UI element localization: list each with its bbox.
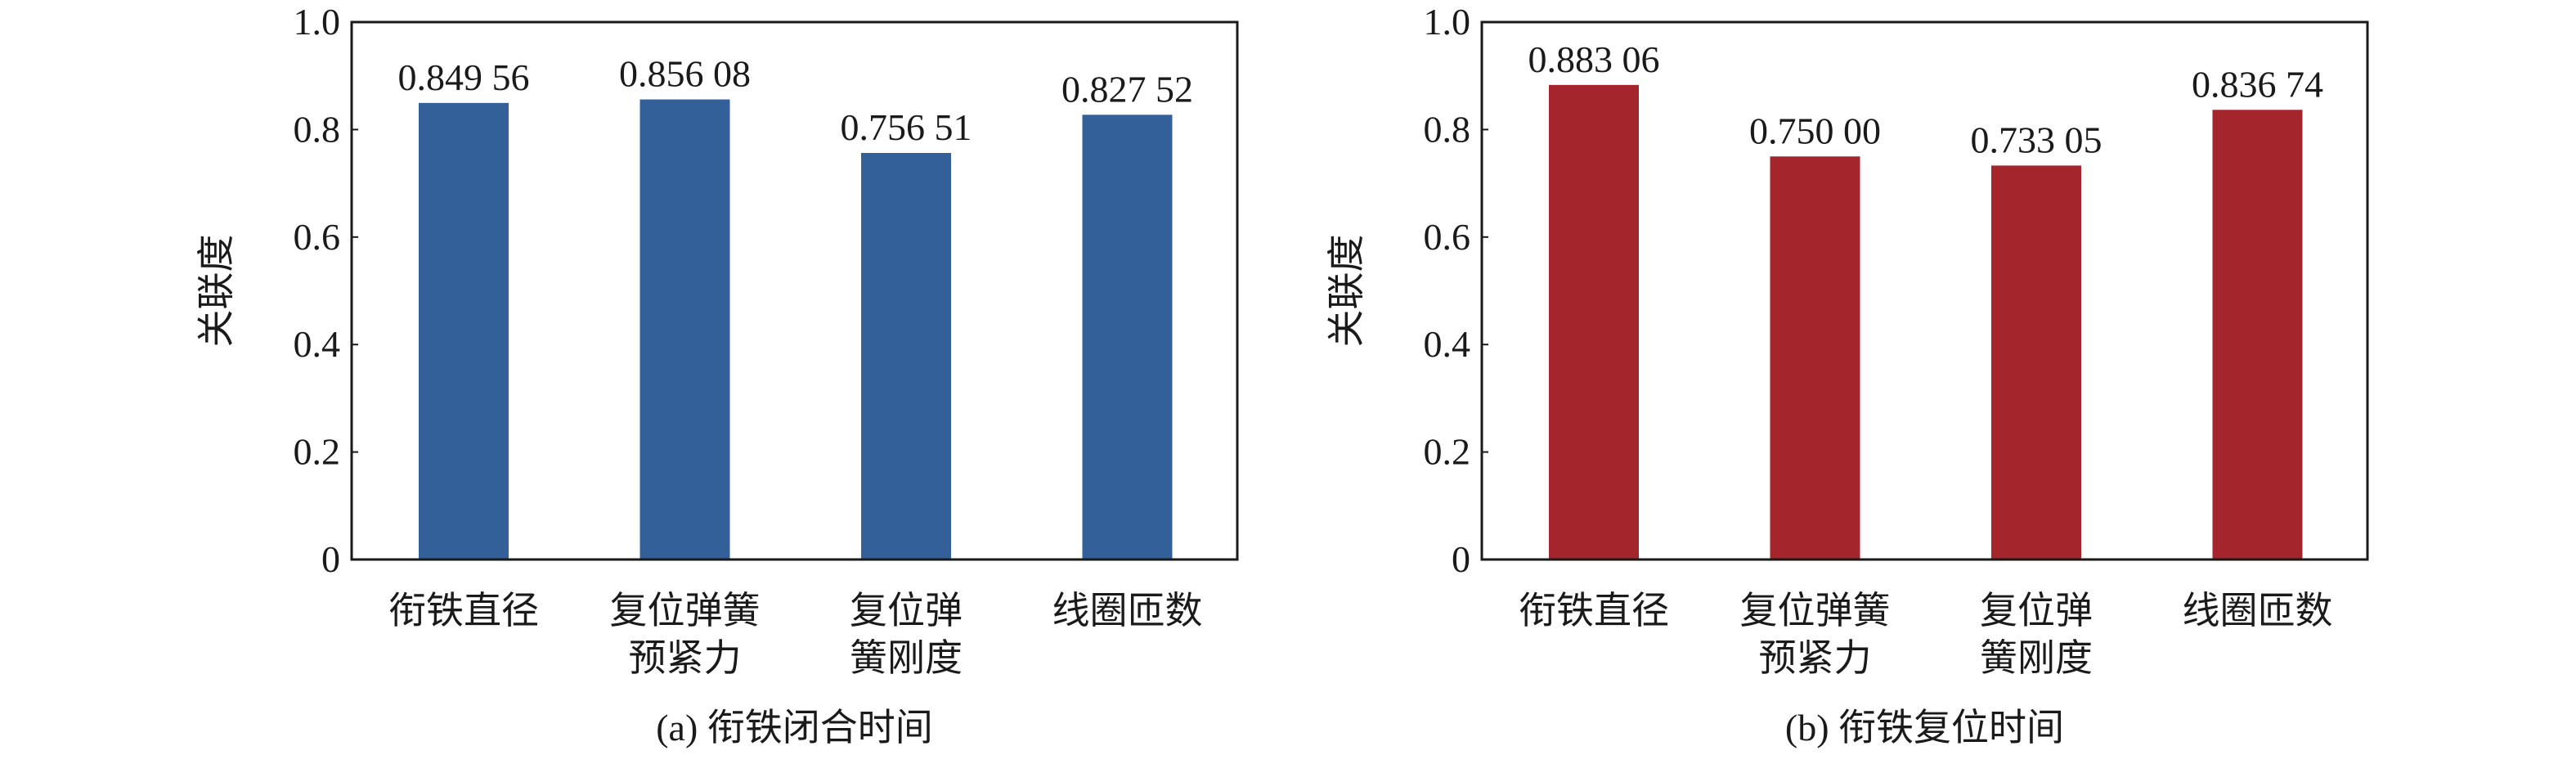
bar	[2212, 110, 2303, 560]
plot-frame	[1480, 20, 2369, 561]
chart-caption: (b) 衔铁复位时间	[1785, 707, 2064, 748]
y-tick-label: 1.0	[1424, 1, 1471, 43]
y-axis-label: 关联度	[195, 235, 237, 348]
y-axis-label: 关联度	[1326, 235, 1367, 348]
bar	[1991, 165, 2081, 560]
category-label: 衔铁直径	[388, 590, 539, 631]
category-label: 预紧力	[629, 637, 742, 679]
value-label: 0.883 06	[1528, 38, 1660, 80]
y-tick-label: 0.2	[294, 431, 341, 473]
y-tick-label: 0.6	[294, 216, 341, 258]
bar	[1770, 156, 1860, 560]
y-tick-label: 0.2	[1424, 431, 1471, 473]
plot-frame	[350, 20, 1239, 561]
category-label: 复位弹	[850, 590, 963, 631]
category-label: 簧刚度	[1980, 637, 2093, 679]
y-tick-label: 0.4	[294, 323, 341, 365]
y-tick-label: 0	[1452, 538, 1470, 580]
category-label: 簧刚度	[850, 637, 963, 679]
bar	[861, 152, 951, 560]
category-label: 复位弹簧	[610, 590, 761, 631]
category-label: 预紧力	[1759, 637, 1872, 679]
y-tick-label: 0.8	[1424, 108, 1471, 150]
bar	[1082, 115, 1173, 560]
y-tick-label: 0.4	[1424, 323, 1471, 365]
category-label: 线圈匝数	[1052, 590, 1203, 631]
category-label: 线圈匝数	[2183, 590, 2333, 631]
value-label: 0.849 56	[398, 56, 530, 98]
category-label: 复位弹簧	[1740, 590, 1891, 631]
category-label: 复位弹	[1980, 590, 2093, 631]
y-tick-label: 0.6	[1424, 216, 1471, 258]
value-label: 0.827 52	[1061, 68, 1193, 110]
y-tick-label: 0	[321, 538, 340, 580]
bar	[419, 102, 509, 560]
chart-caption: (a) 衔铁闭合时间	[656, 707, 933, 748]
value-label: 0.756 51	[841, 106, 972, 148]
bar	[640, 99, 730, 560]
value-label: 0.836 74	[2192, 63, 2323, 105]
bar	[1549, 84, 1639, 560]
category-label: 衔铁直径	[1519, 590, 1669, 631]
y-tick-label: 0.8	[294, 108, 341, 150]
value-label: 0.733 05	[1971, 119, 2103, 160]
y-tick-label: 1.0	[294, 1, 341, 43]
value-label: 0.856 08	[619, 53, 751, 95]
value-label: 0.750 00	[1749, 110, 1881, 151]
